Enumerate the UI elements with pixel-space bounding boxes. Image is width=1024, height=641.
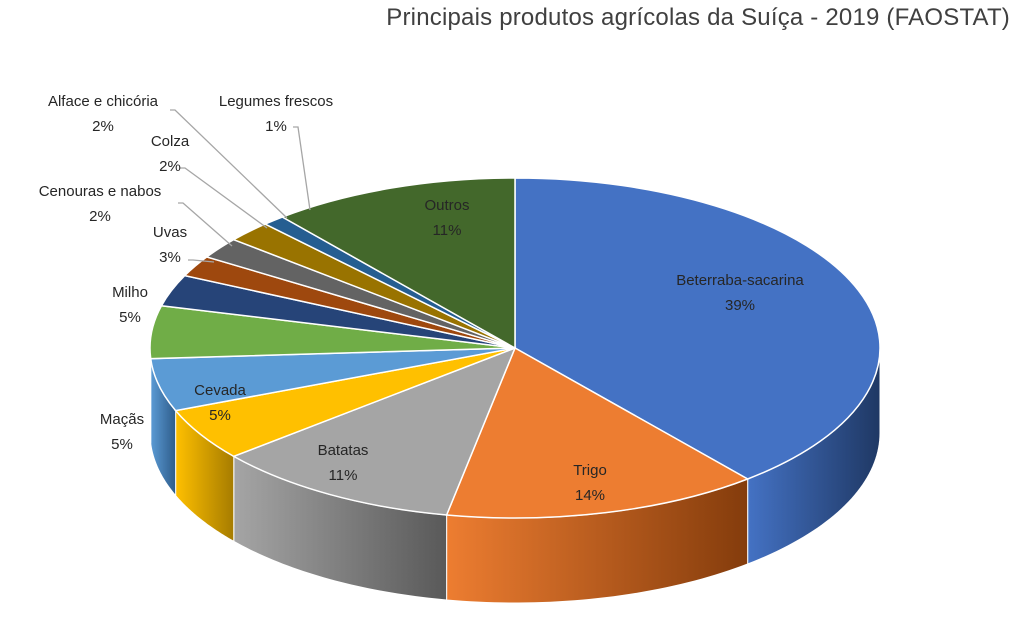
- slice-value: 14%: [575, 487, 605, 504]
- pie-tops: [149, 177, 881, 519]
- slice-label: Milho: [112, 284, 148, 301]
- slice-label: Cenouras e nabos: [39, 183, 162, 200]
- slice-label: Batatas: [318, 442, 369, 459]
- slice-label: Alface e chicória: [48, 93, 159, 110]
- slice-value: 2%: [159, 158, 181, 175]
- slice-value: 39%: [725, 297, 755, 314]
- leader-line: [188, 259, 215, 263]
- leader-line: [178, 202, 233, 247]
- slice-value: 3%: [159, 249, 181, 266]
- slice-label: Outros: [424, 197, 469, 214]
- slice-label: Legumes frescos: [219, 93, 333, 110]
- slice-label: Colza: [151, 133, 190, 150]
- slice-label: Beterraba-sacarina: [676, 272, 804, 289]
- pie-slice-outros: [280, 177, 516, 350]
- slice-value: 5%: [111, 436, 133, 453]
- pie-slice-beterraba-sacarina: [514, 177, 881, 480]
- slice-label: Uvas: [153, 224, 187, 241]
- slice-label: Maçãs: [100, 411, 144, 428]
- pie-labels: Beterraba-sacarina 39% Trigo 14% Batatas 11% C…: [39, 93, 805, 504]
- slice-value: 1%: [265, 118, 287, 135]
- leader-line: [170, 109, 288, 219]
- slice-value: 11%: [433, 222, 462, 239]
- chart-title: Principais produtos agrícolas da Suíça -…: [386, 4, 1010, 31]
- pie-slice-trigo: [445, 346, 750, 519]
- slice-label: Cevada: [194, 382, 246, 399]
- slice-value: 2%: [92, 118, 114, 135]
- leader-line: [180, 167, 268, 229]
- slice-value: 11%: [329, 467, 358, 484]
- leader-line: [293, 126, 311, 211]
- slice-value: 2%: [89, 208, 111, 225]
- slice-value: 5%: [209, 407, 231, 424]
- slice-label: Trigo: [573, 462, 607, 479]
- pie-sides: [149, 347, 881, 604]
- slice-value: 5%: [119, 309, 141, 326]
- pie-slice-batatas: [232, 346, 517, 516]
